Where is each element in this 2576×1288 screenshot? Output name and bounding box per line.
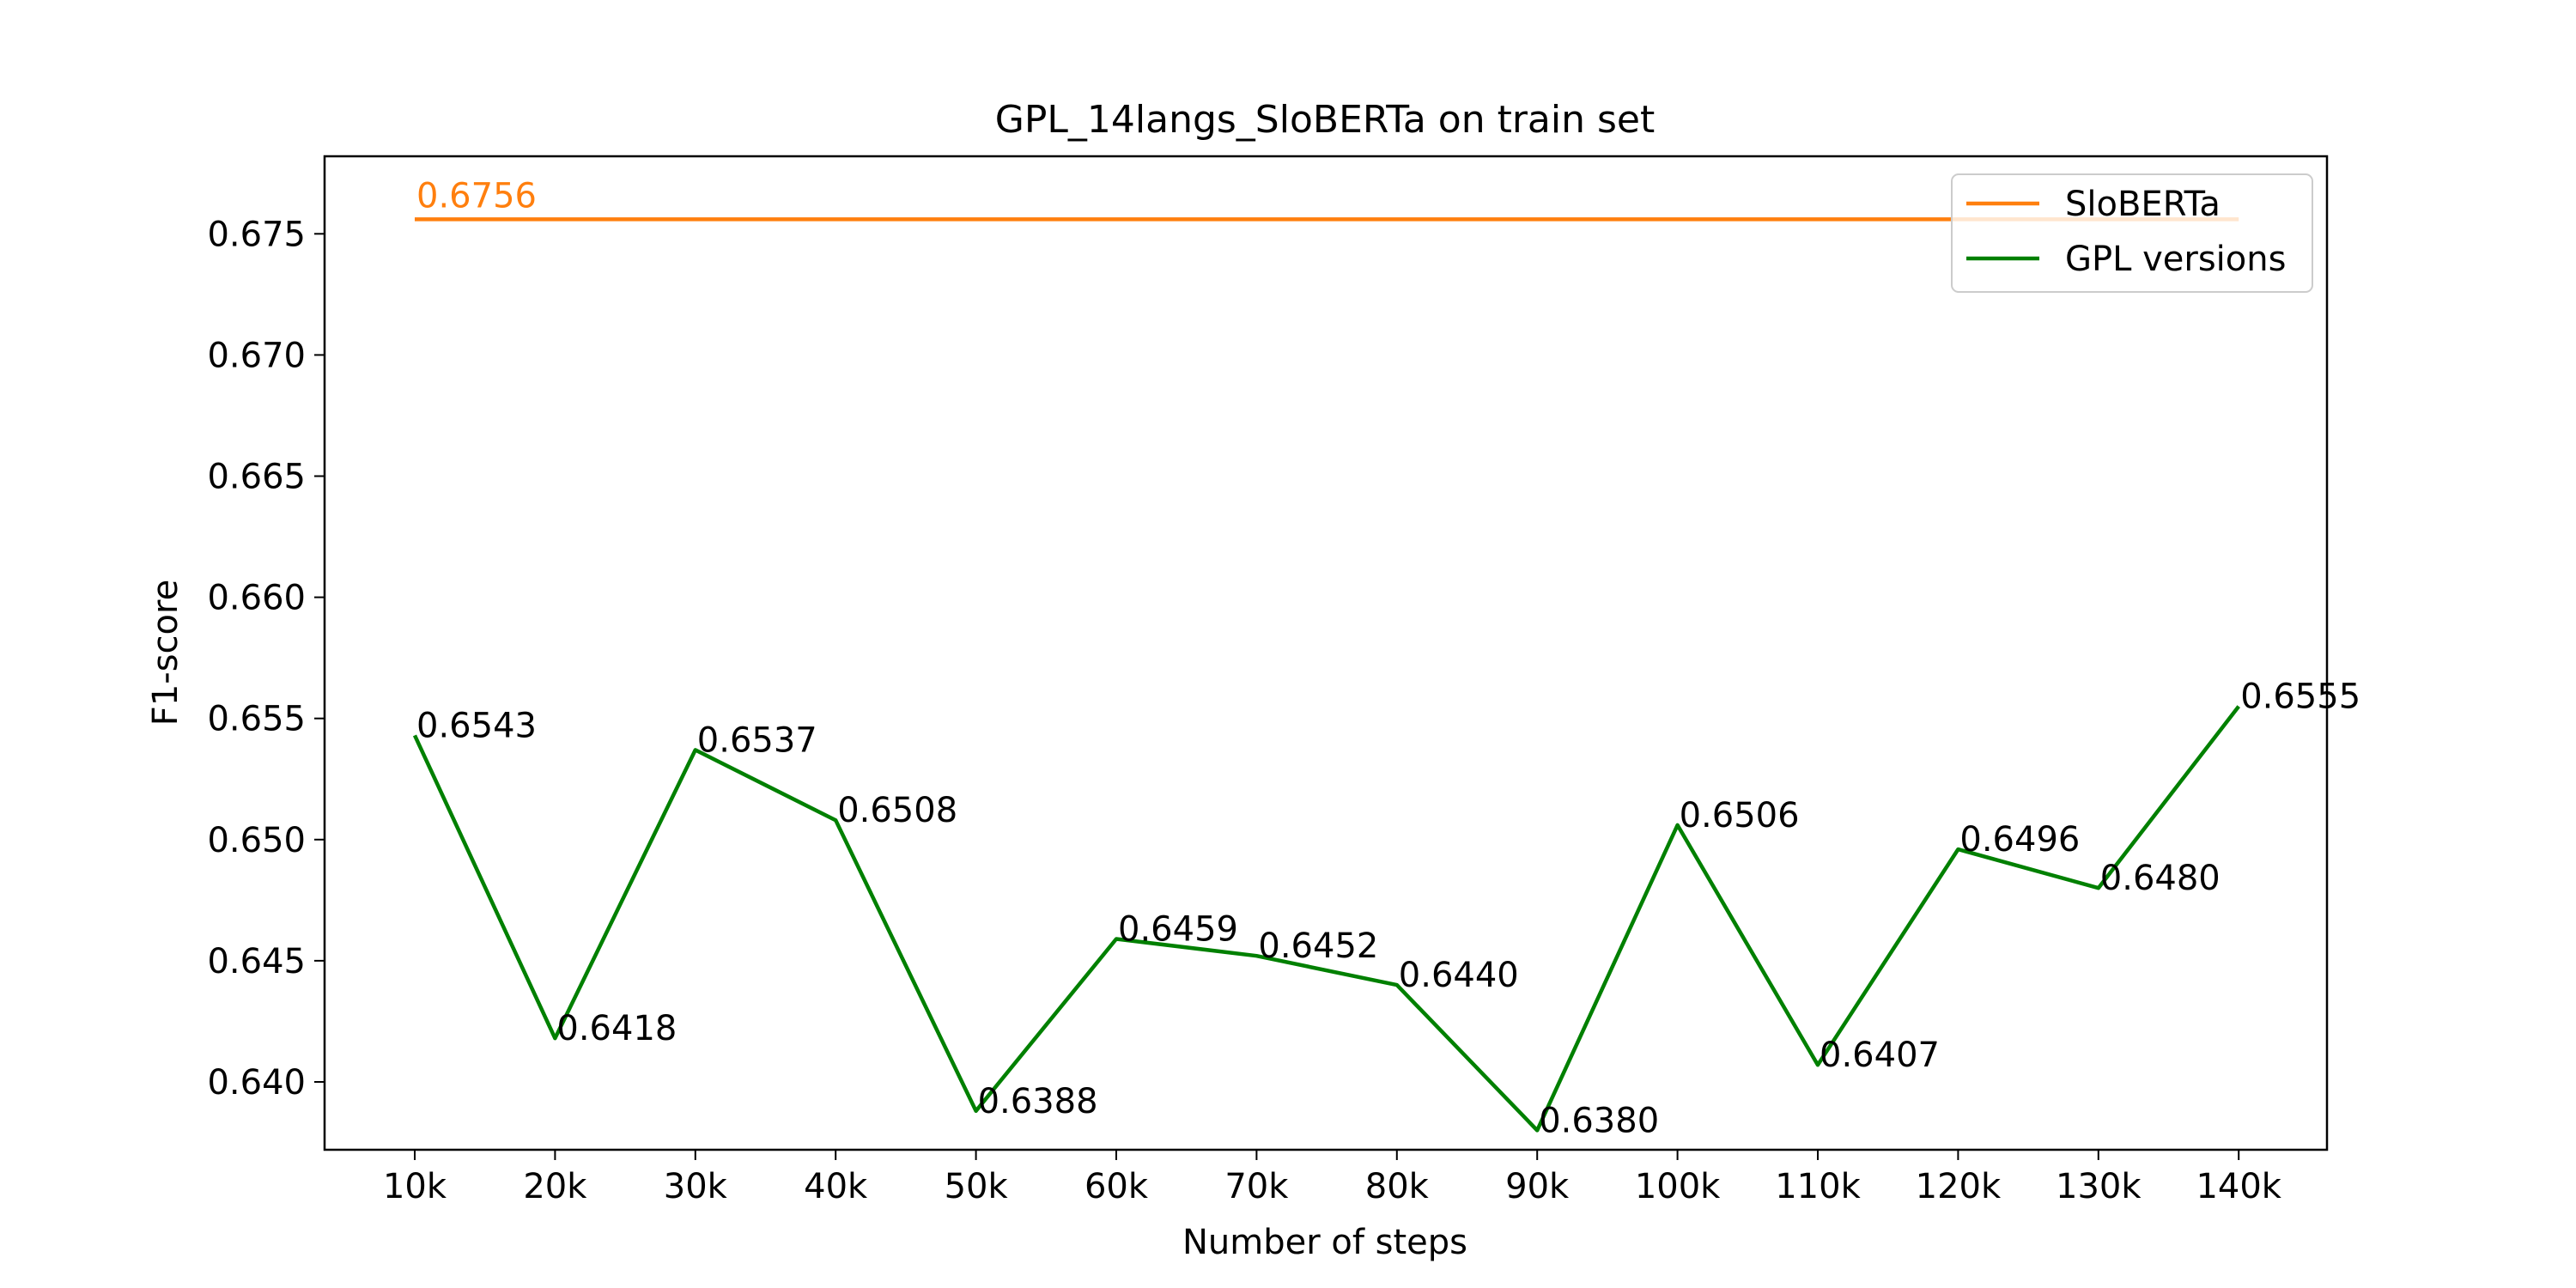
data-label: 0.6508 (837, 791, 957, 830)
y-tick-label: 0.655 (207, 700, 306, 739)
legend-label: SloBERTa (2065, 185, 2221, 224)
x-tick-label: 20k (523, 1167, 587, 1206)
x-tick-label: 40k (804, 1167, 868, 1206)
x-tick-label: 100k (1635, 1167, 1721, 1206)
y-tick-label: 0.670 (207, 336, 306, 375)
y-axis: 0.640 0.645 0.650 0.655 0.660 0.665 0.670 0.675 (207, 215, 325, 1103)
y-tick-label: 0.650 (207, 821, 306, 860)
data-label: 0.6480 (2100, 859, 2221, 898)
data-label: 0.6452 (1258, 927, 1378, 966)
x-axis: 10k 20k 30k 40k 50k 60k 70k 80k 90k 100k 110k 120k 1… (383, 1150, 2282, 1206)
y-axis-label: F1-score (146, 580, 185, 726)
x-tick-label: 60k (1084, 1167, 1149, 1206)
x-tick-label: 30k (664, 1167, 728, 1206)
data-label: 0.6537 (697, 720, 817, 760)
x-tick-label: 50k (945, 1167, 1009, 1206)
data-label: 0.6459 (1118, 909, 1238, 949)
data-label: 0.6496 (1959, 820, 2080, 860)
x-tick-label: 120k (1916, 1167, 2002, 1206)
data-label: 0.6440 (1399, 956, 1519, 995)
data-label: 0.6380 (1539, 1101, 1659, 1140)
plot-frame (323, 155, 2329, 1151)
data-label: 0.6543 (416, 706, 537, 745)
y-tick-label: 0.665 (207, 457, 306, 496)
chart-title: GPL_14langs_SloBERTa on train set (995, 98, 1655, 142)
data-label: 0.6418 (556, 1009, 677, 1048)
x-tick-label: 110k (1775, 1167, 1861, 1206)
legend: SloBERTa GPL versions (1951, 173, 2313, 293)
legend-label: GPL versions (2065, 240, 2286, 279)
y-tick-label: 0.645 (207, 942, 306, 981)
y-tick-label: 0.640 (207, 1063, 306, 1103)
y-tick-label: 0.675 (207, 215, 306, 254)
data-label: 0.6555 (2240, 677, 2360, 717)
x-tick-label: 90k (1505, 1167, 1570, 1206)
data-label: 0.6756 (416, 176, 537, 216)
data-label: 0.6407 (1820, 1036, 1940, 1075)
x-tick-label: 70k (1224, 1167, 1289, 1206)
series-line-gpl-versions (412, 705, 2240, 1133)
x-tick-label: 140k (2196, 1167, 2281, 1206)
x-tick-label: 10k (383, 1167, 447, 1206)
data-label: 0.6388 (978, 1082, 1098, 1121)
plot-area: 0.6756 0.6543 0.6418 0.6537 0.6508 0.6388 0.64… (412, 176, 2360, 1140)
data-label: 0.6506 (1680, 796, 1800, 835)
x-tick-label: 80k (1365, 1167, 1430, 1206)
y-tick-label: 0.660 (207, 579, 306, 618)
legend-box (1951, 173, 2313, 293)
x-tick-label: 130k (2056, 1167, 2142, 1206)
x-axis-label: Number of steps (1182, 1223, 1467, 1262)
